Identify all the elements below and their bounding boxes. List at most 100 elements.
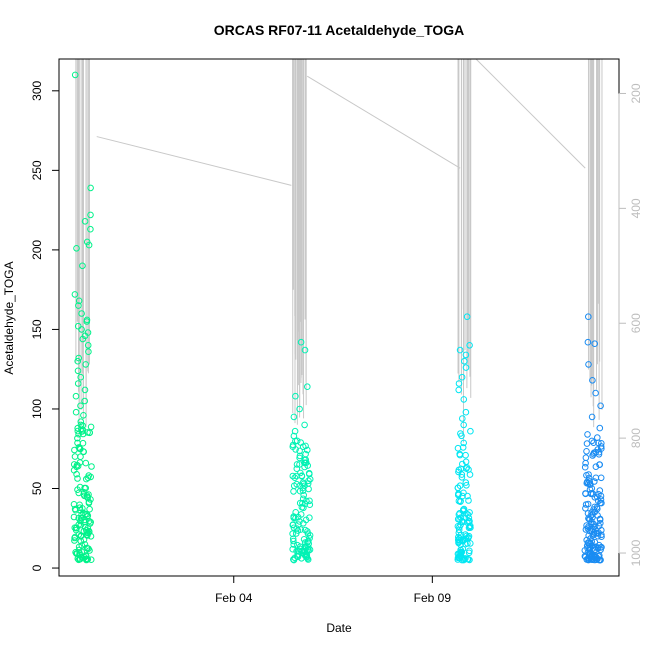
- data-point: [305, 547, 312, 554]
- data-point: [583, 448, 590, 455]
- data-point: [301, 421, 308, 429]
- data-point: [72, 392, 80, 400]
- data-point: [71, 453, 79, 460]
- data-point: [306, 497, 313, 505]
- data-point: [77, 418, 85, 426]
- data-point: [591, 494, 599, 501]
- data-point: [306, 514, 313, 522]
- right-tick-label: 1000: [629, 539, 643, 566]
- data-point: [84, 493, 91, 501]
- data-point: [465, 534, 472, 542]
- data-point: [304, 446, 311, 454]
- data-points: [70, 71, 605, 564]
- data-point: [588, 437, 596, 445]
- data-point: [592, 389, 599, 397]
- data-point: [74, 380, 82, 387]
- data-point: [463, 532, 470, 540]
- data-point: [466, 523, 474, 531]
- data-point: [585, 313, 592, 321]
- data-point: [301, 346, 309, 354]
- data-point: [303, 553, 311, 561]
- data-point: [591, 478, 598, 485]
- data-point: [81, 554, 89, 561]
- data-point: [87, 211, 94, 219]
- data-point: [595, 439, 602, 447]
- data-point: [456, 346, 464, 354]
- data-point: [596, 424, 604, 432]
- data-point: [289, 443, 297, 451]
- data-point: [85, 499, 93, 507]
- data-point: [597, 544, 604, 551]
- data-point: [81, 397, 88, 405]
- data-point: [290, 537, 297, 545]
- data-point: [298, 472, 306, 480]
- data-point: [593, 504, 601, 511]
- data-point: [300, 491, 308, 499]
- data-point: [582, 454, 590, 462]
- data-point: [77, 402, 84, 410]
- chart-title: ORCAS RF07-11 Acetaldehyde_TOGA: [214, 22, 465, 38]
- data-point: [82, 484, 89, 492]
- left-y-axis: 0 50 100 150 200 250 300: [30, 80, 60, 571]
- data-point: [292, 437, 299, 445]
- data-point: [465, 524, 473, 532]
- data-point: [598, 445, 605, 452]
- data-point: [81, 386, 89, 394]
- data-point: [296, 499, 304, 507]
- data-point: [291, 427, 299, 435]
- data-point: [582, 505, 589, 512]
- x-axis: Feb 04 Feb 09: [215, 575, 451, 605]
- data-point: [77, 514, 85, 522]
- data-point: [85, 528, 93, 536]
- data-point: [290, 482, 298, 490]
- data-point: [304, 462, 312, 469]
- left-tick-label: 150: [30, 319, 44, 339]
- data-point: [87, 423, 95, 431]
- data-point: [589, 377, 596, 384]
- data-point: [300, 520, 307, 527]
- data-point: [85, 545, 92, 553]
- data-point: [290, 488, 297, 495]
- data-point: [462, 408, 470, 416]
- data-point: [75, 514, 82, 522]
- data-point: [598, 533, 605, 541]
- data-point: [467, 427, 474, 435]
- data-point: [79, 262, 86, 270]
- data-point: [462, 351, 470, 359]
- right-y-axis: 200 400 600 800 1000: [618, 83, 643, 566]
- data-point: [296, 447, 303, 455]
- data-point: [289, 472, 297, 480]
- data-point: [297, 338, 305, 346]
- data-point: [457, 497, 464, 505]
- data-point: [75, 521, 82, 529]
- data-point: [584, 431, 591, 438]
- data-point: [455, 491, 462, 498]
- data-point: [465, 497, 472, 504]
- data-point: [463, 465, 470, 472]
- data-point: [584, 338, 592, 346]
- data-point: [75, 297, 83, 305]
- data-point: [466, 547, 473, 555]
- left-tick-label: 0: [30, 564, 44, 571]
- data-point: [292, 392, 299, 400]
- data-point: [305, 537, 312, 545]
- data-point: [71, 505, 79, 513]
- data-point: [587, 554, 594, 561]
- left-tick-label: 300: [30, 80, 44, 100]
- data-point: [77, 445, 84, 453]
- data-point: [590, 439, 597, 447]
- data-point: [74, 462, 82, 470]
- data-point: [461, 536, 469, 543]
- data-point: [589, 452, 596, 459]
- data-point: [302, 450, 309, 458]
- data-point: [75, 354, 82, 362]
- data-point: [76, 445, 83, 452]
- data-point: [454, 444, 462, 452]
- data-point: [462, 458, 470, 466]
- data-point: [72, 408, 80, 416]
- data-point: [457, 552, 465, 560]
- data-point: [586, 478, 594, 485]
- data-point: [306, 501, 314, 509]
- data-point: [78, 425, 85, 433]
- data-point: [462, 451, 469, 459]
